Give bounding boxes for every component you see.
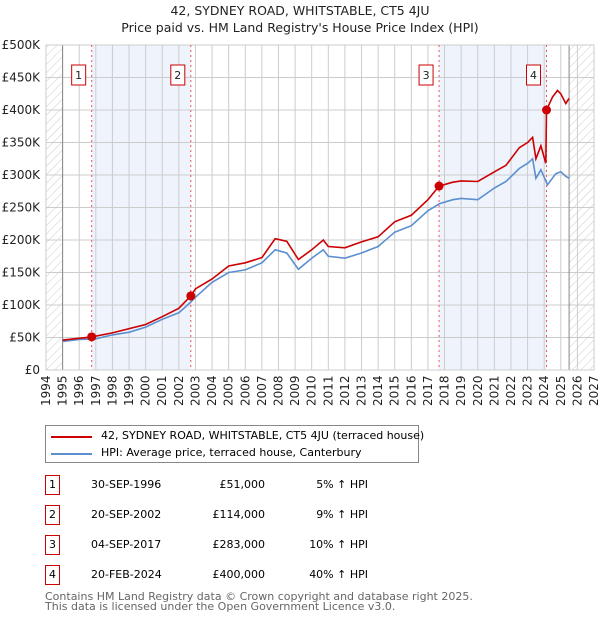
x-tick-label: 2027 xyxy=(587,375,600,406)
x-tick-label: 2026 xyxy=(570,375,584,406)
sale-marker-label: 4 xyxy=(530,69,537,82)
sale-marker-box xyxy=(418,64,434,86)
legend-property-label: 42, SYDNEY ROAD, WHITSTABLE, CT5 4JU (te… xyxy=(101,429,425,442)
transaction-hpi-change: 40% ↑ HPI xyxy=(309,568,368,581)
x-tick-label: 2019 xyxy=(454,375,468,406)
x-tick-label: 2020 xyxy=(471,375,485,406)
transaction-marker: 4 xyxy=(45,565,60,585)
x-tick-label: 2002 xyxy=(172,375,186,406)
x-tick-label: 2021 xyxy=(487,375,501,406)
sale-marker-label: 2 xyxy=(174,69,181,82)
y-tick-label: £50K xyxy=(9,331,41,345)
transaction-price: £114,000 xyxy=(212,508,266,521)
x-tick-label: 2012 xyxy=(338,375,352,406)
legend-property-swatch xyxy=(51,436,92,438)
sale-point xyxy=(186,291,196,301)
chart-title: 42, SYDNEY ROAD, WHITSTABLE, CT5 4JU xyxy=(170,3,430,18)
transaction-row: 3 04-SEP-2017 £283,000 10% ↑ HPI xyxy=(45,535,445,555)
x-tick-label: 2004 xyxy=(205,375,219,406)
x-tick-label: 2006 xyxy=(238,375,252,406)
transaction-date: 04-SEP-2017 xyxy=(91,538,162,551)
legend-hpi-swatch xyxy=(51,453,92,455)
transaction-date: 30-SEP-1996 xyxy=(91,478,162,491)
x-tick-label: 2025 xyxy=(554,375,568,406)
transaction-date: 20-SEP-2002 xyxy=(91,508,162,521)
y-tick-label: £0 xyxy=(25,363,40,377)
sale-marker-label: 3 xyxy=(423,69,430,82)
y-tick-label: £500K xyxy=(2,38,42,52)
x-tick-label: 2001 xyxy=(155,375,169,406)
transaction-hpi-change: 5% ↑ HPI xyxy=(316,478,368,491)
x-tick-label: 2014 xyxy=(371,375,385,406)
x-tick-label: 2009 xyxy=(288,375,302,406)
x-tick-label: 2005 xyxy=(222,375,236,406)
x-tick-label: 2013 xyxy=(355,375,369,406)
transaction-marker: 1 xyxy=(45,475,60,495)
x-tick-label: 1996 xyxy=(72,375,86,406)
footer-licence: This data is licensed under the Open Gov… xyxy=(45,600,396,613)
sale-marker-box xyxy=(71,64,87,86)
x-tick-label: 2022 xyxy=(504,375,518,406)
sale-marker-label: 1 xyxy=(75,69,82,82)
x-tick-label: 2015 xyxy=(388,375,402,406)
sale-point xyxy=(434,181,444,191)
chart-subtitle: Price paid vs. HM Land Registry's House … xyxy=(121,20,479,35)
x-tick-label: 1995 xyxy=(56,375,70,406)
sale-point xyxy=(87,332,97,342)
y-tick-label: £350K xyxy=(2,136,42,150)
y-tick-label: £400K xyxy=(2,103,42,117)
sale-point xyxy=(542,105,552,115)
x-tick-label: 2017 xyxy=(421,375,435,406)
x-tick-label: 1997 xyxy=(89,375,103,406)
x-tick-label: 2010 xyxy=(305,375,319,406)
plot-frame xyxy=(45,44,595,371)
x-tick-label: 2000 xyxy=(139,375,153,406)
sale-marker-box xyxy=(170,64,186,86)
y-tick-label: £100K xyxy=(2,298,42,312)
x-tick-label: 2016 xyxy=(404,375,418,406)
x-tick-label: 2011 xyxy=(321,375,335,406)
transaction-hpi-change: 9% ↑ HPI xyxy=(316,508,368,521)
hpi-line xyxy=(62,157,570,343)
transaction-marker: 2 xyxy=(45,505,60,525)
transaction-row: 4 20-FEB-2024 £400,000 40% ↑ HPI xyxy=(45,565,445,585)
transaction-row: 1 30-SEP-1996 £51,000 5% ↑ HPI xyxy=(45,475,445,495)
transaction-hpi-change: 10% ↑ HPI xyxy=(309,538,368,551)
y-tick-label: £450K xyxy=(2,71,42,85)
x-tick-label: 2003 xyxy=(188,375,202,406)
x-tick-label: 1998 xyxy=(105,375,119,406)
y-tick-label: £200K xyxy=(2,233,42,247)
footer-copyright: Contains HM Land Registry data © Crown c… xyxy=(45,590,473,603)
property-price-line xyxy=(62,89,570,341)
y-tick-label: £300K xyxy=(2,168,42,182)
x-tick-label: 2007 xyxy=(255,375,269,406)
transaction-price: £400,000 xyxy=(212,568,266,581)
legend-hpi-label: HPI: Average price, terraced house, Cant… xyxy=(101,446,362,459)
x-tick-label: 2023 xyxy=(521,375,535,406)
price-chart: £0 £50K £100K £150K £200K £250K £300K £350K £400… xyxy=(2,38,600,406)
y-tick-label: £150K xyxy=(2,266,42,280)
sale-marker-box xyxy=(526,64,542,86)
x-tick-label: 1994 xyxy=(39,375,53,406)
x-tick-label: 2018 xyxy=(438,375,452,406)
legend: 42, SYDNEY ROAD, WHITSTABLE, CT5 4JU (te… xyxy=(45,425,424,463)
transaction-marker: 3 xyxy=(45,535,60,555)
x-tick-label: 2024 xyxy=(537,375,551,406)
x-tick-label: 2008 xyxy=(271,375,285,406)
x-tick-label: 1999 xyxy=(122,375,136,406)
transaction-price: £51,000 xyxy=(219,478,266,491)
transaction-date: 20-FEB-2024 xyxy=(91,568,162,581)
transaction-row: 2 20-SEP-2002 £114,000 9% ↑ HPI xyxy=(45,505,445,525)
transaction-price: £283,000 xyxy=(212,538,266,551)
y-tick-label: £250K xyxy=(2,201,42,215)
